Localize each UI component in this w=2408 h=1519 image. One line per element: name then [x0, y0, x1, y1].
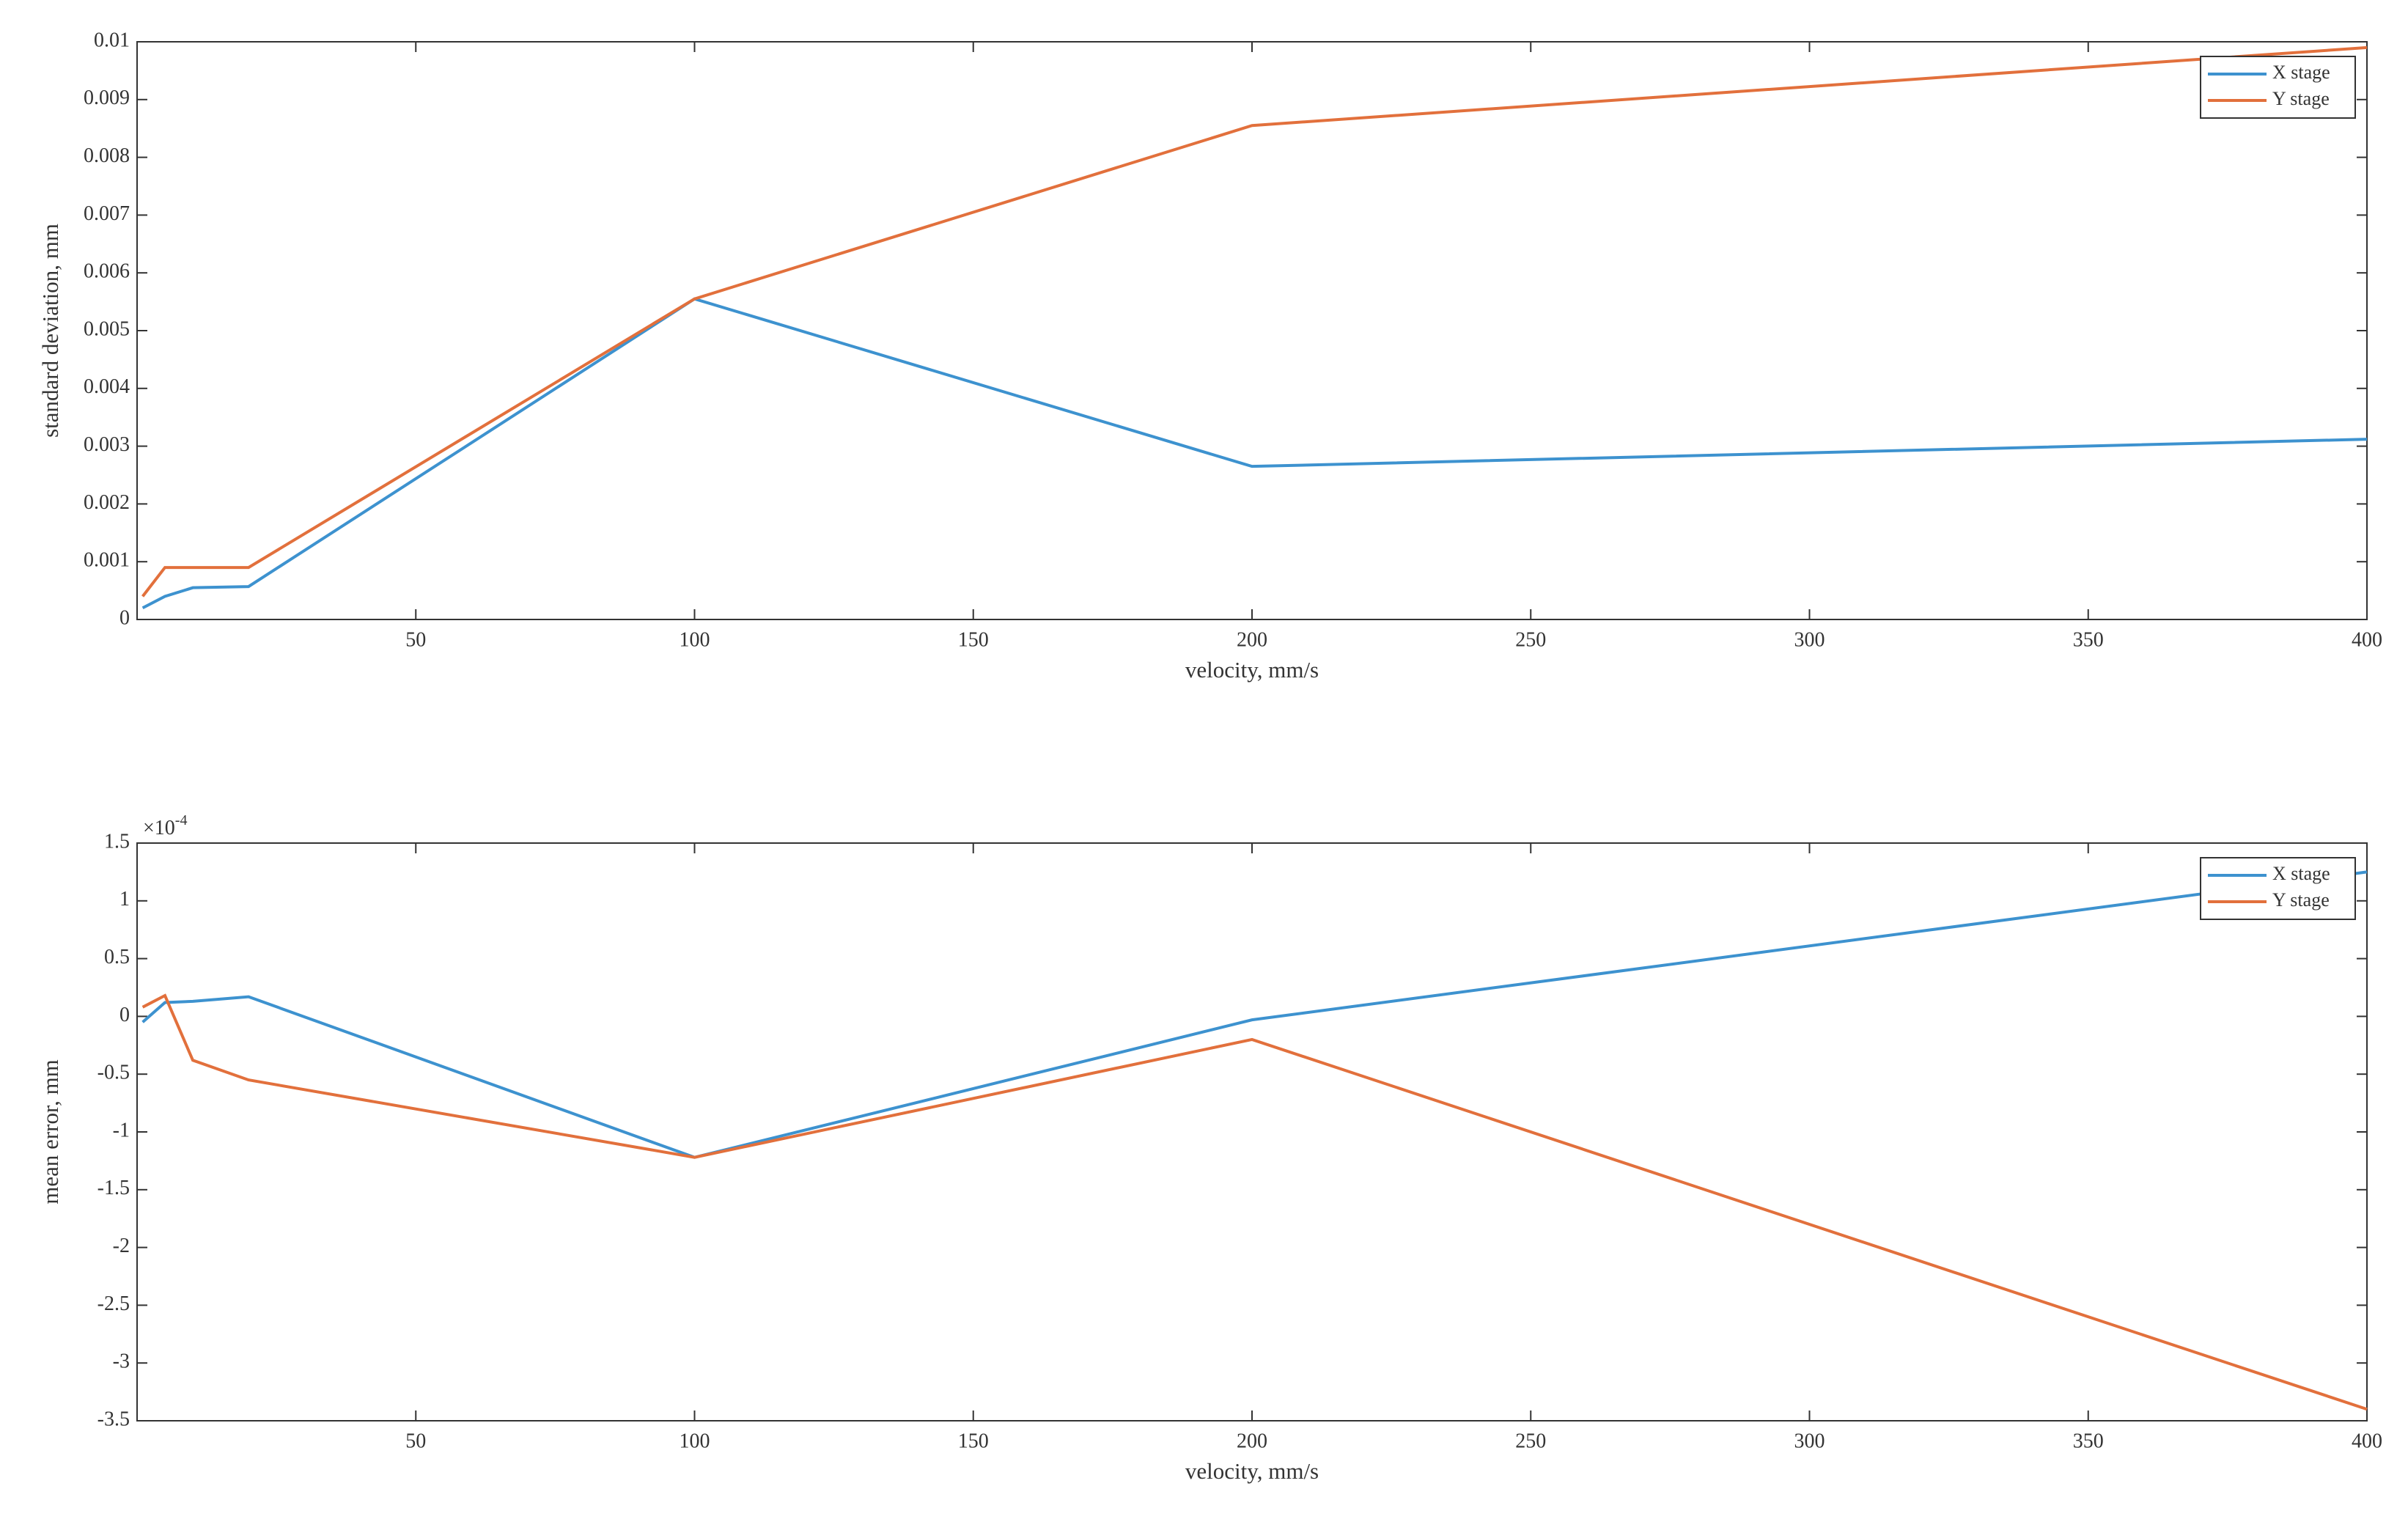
x-tick-label: 50 [405, 628, 426, 651]
chart: 50 100 150 200 250 300 350 400 -3.5 -3 -2.5 -2 -1.5 -… [37, 812, 2382, 1485]
y-tick-label: -0.5 [97, 1062, 130, 1084]
plot-area [136, 842, 2368, 1421]
x-tick-label: 200 [1237, 628, 1267, 651]
legend-label: X stage [2272, 863, 2330, 884]
y-tick-label: 0 [119, 1004, 130, 1026]
x-tick-label: 350 [2073, 1430, 2104, 1452]
legend-box [2200, 857, 2356, 920]
y-tick-label: -1 [113, 1119, 130, 1141]
data-line [143, 299, 2367, 608]
data-line [143, 48, 2367, 597]
y-tick-label: -2.5 [97, 1292, 130, 1315]
y-tick-label: 0.5 [104, 946, 130, 968]
y-axis-label: standard deviation, mm [37, 224, 63, 438]
data-line [143, 872, 2367, 1157]
plot-area [136, 41, 2368, 620]
chart: 50 100 150 200 250 300 350 400 0 0.001 0.002 0.003 0… [37, 29, 2382, 683]
x-tick-label: 50 [405, 1430, 426, 1452]
x-tick-label: 100 [680, 1430, 710, 1452]
legend-label: Y stage [2272, 889, 2330, 911]
y-tick-label: -3.5 [97, 1408, 130, 1430]
y-tick-label: 0.001 [84, 549, 130, 572]
y-tick-label: -2 [113, 1235, 130, 1257]
y-tick-label: 0.008 [84, 144, 130, 167]
x-tick-label: 250 [1515, 1430, 1546, 1452]
x-tick-label: 150 [958, 1430, 989, 1452]
legend-box [2200, 56, 2356, 119]
y-tick-label: 0.004 [84, 375, 130, 398]
y-tick-label: 0.002 [84, 491, 130, 514]
y-multiplier-base: ×10 [143, 817, 175, 839]
x-tick-label: 250 [1515, 628, 1546, 651]
y-tick-label: 0 [119, 606, 130, 629]
y-tick-label: 0.007 [84, 202, 130, 225]
x-axis-label: velocity, mm/s [1185, 1458, 1319, 1484]
y-tick-label: -3 [113, 1350, 130, 1373]
y-tick-label: 0.009 [84, 87, 130, 109]
y-multiplier: ×10-4 [143, 812, 187, 840]
y-tick-label: 1 [119, 888, 130, 911]
x-tick-label: 300 [1794, 1430, 1825, 1452]
y-axis-label: mean error, mm [37, 1059, 63, 1204]
x-tick-label: 400 [2352, 628, 2382, 651]
x-tick-label: 100 [680, 628, 710, 651]
y-tick-label: 0.005 [84, 317, 130, 340]
x-tick-label: 350 [2073, 628, 2104, 651]
y-tick-label: -1.5 [97, 1177, 130, 1199]
x-axis-label: velocity, mm/s [1185, 657, 1319, 683]
legend-label: Y stage [2272, 88, 2330, 109]
x-tick-label: 400 [2352, 1430, 2382, 1452]
y-multiplier-exponent: -4 [175, 812, 188, 828]
x-tick-label: 300 [1794, 628, 1825, 651]
legend-label: X stage [2272, 62, 2330, 83]
y-tick-label: 0.003 [84, 433, 130, 456]
x-tick-label: 150 [958, 628, 989, 651]
data-line [143, 996, 2367, 1409]
y-tick-label: 0.01 [94, 29, 130, 51]
y-tick-label: 0.006 [84, 260, 130, 283]
y-tick-label: 1.5 [104, 830, 130, 853]
x-tick-label: 200 [1237, 1430, 1267, 1452]
